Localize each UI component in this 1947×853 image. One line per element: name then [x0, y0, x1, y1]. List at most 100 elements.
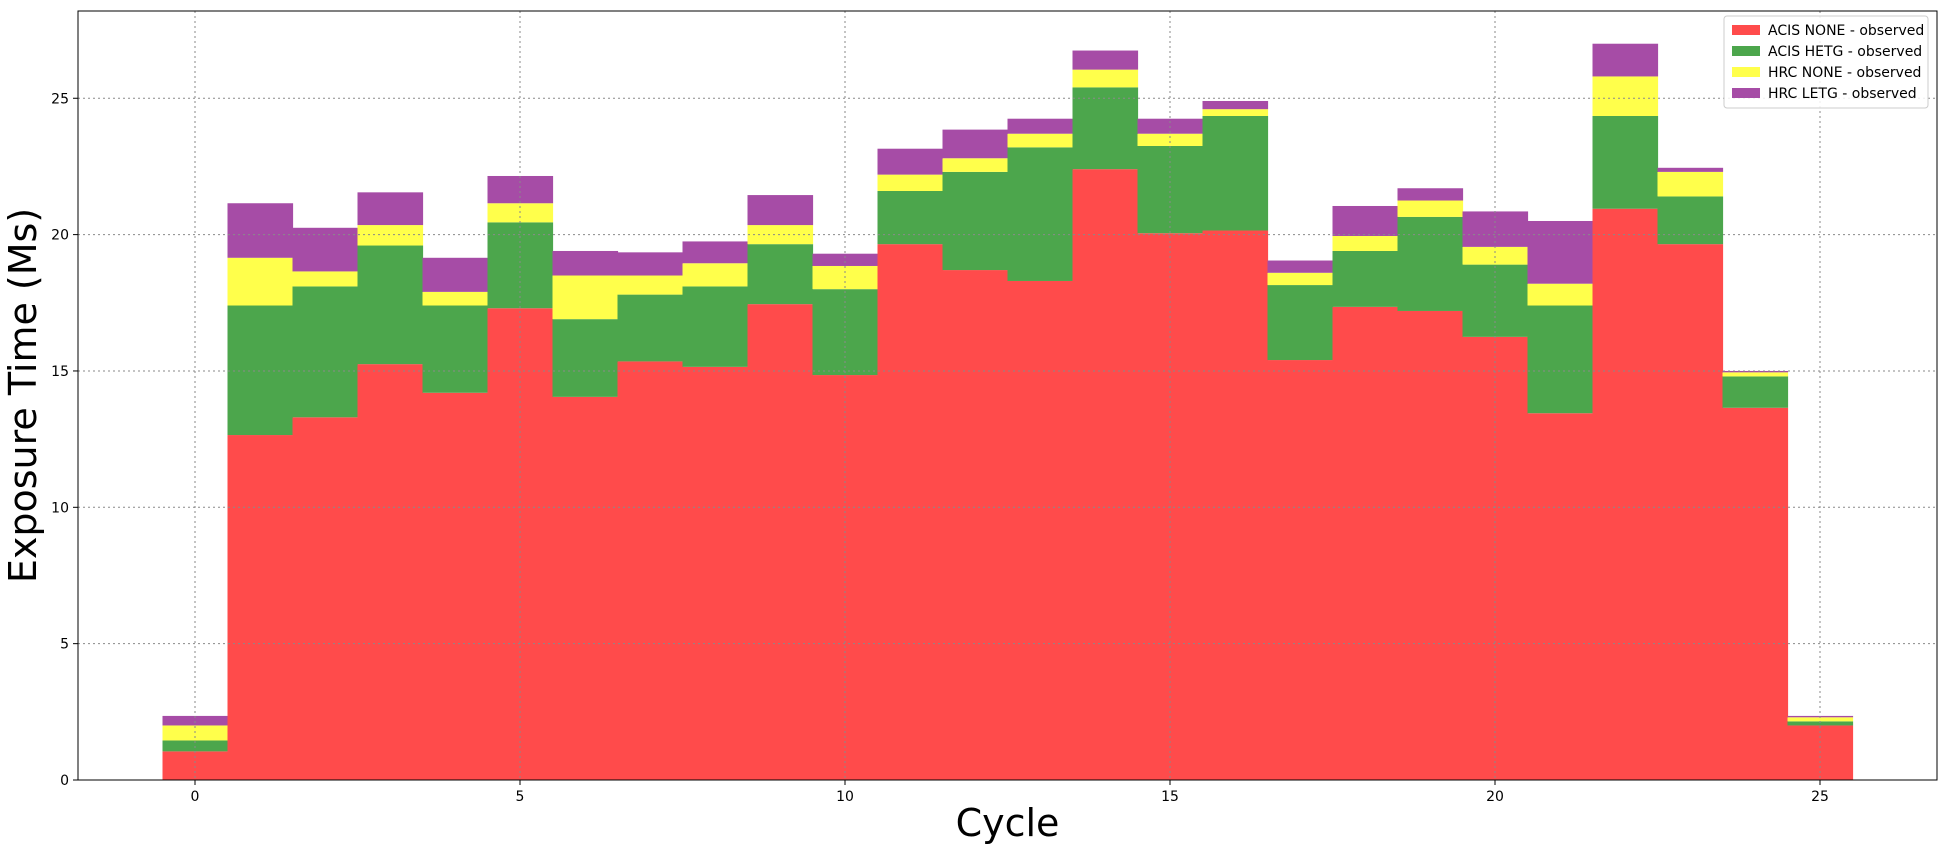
plot-frame	[77, 10, 1938, 781]
bar-segment-s3-c21	[1527, 220, 1594, 284]
x-tick-label: 10	[836, 789, 854, 805]
legend-swatch	[1732, 25, 1760, 35]
bar-segment-s1-c8	[682, 286, 749, 367]
bar-segment-s1-c17	[1267, 285, 1334, 361]
bar-segment-s0-c6	[552, 396, 619, 780]
bar-segment-s0-c2	[292, 417, 359, 780]
bar-segment-s3-c23	[1657, 167, 1724, 172]
bar-segment-s0-c12	[942, 270, 1009, 780]
bar-segment-s1-c21	[1527, 305, 1594, 414]
y-tick-label: 0	[60, 773, 69, 789]
bar-segment-s1-c9	[747, 244, 814, 305]
bar-segment-s2-c7	[617, 275, 684, 295]
x-tick-label: 0	[191, 789, 200, 805]
bar-segment-s0-c8	[682, 366, 749, 780]
bar-segment-s3-c0	[162, 715, 229, 726]
y-tick-label: 10	[51, 500, 69, 516]
bar-segment-s0-c9	[747, 304, 814, 780]
bar-segment-s1-c7	[617, 294, 684, 362]
x-tick-label: 15	[1161, 789, 1179, 805]
bar-segment-s0-c5	[487, 308, 554, 780]
bar-segment-s1-c3	[357, 245, 424, 365]
x-tick-label: 5	[516, 789, 525, 805]
y-tick-label: 5	[60, 637, 69, 653]
bar-segment-s3-c7	[617, 252, 684, 276]
bar-segment-s0-c22	[1592, 208, 1659, 780]
bar-segment-s0-c18	[1332, 306, 1399, 780]
bar-segment-s1-c16	[1202, 115, 1269, 231]
y-axis-title: Exposure Time (Ms)	[1, 208, 45, 583]
legend-label: ACIS HETG - observed	[1768, 44, 1922, 60]
bar-segment-s2-c17	[1267, 272, 1334, 286]
bar-segment-s3-c18	[1332, 205, 1399, 236]
bar-segment-s2-c22	[1592, 76, 1659, 116]
bar-segment-s2-c18	[1332, 235, 1399, 251]
bar-segment-s3-c1	[227, 203, 294, 258]
bar-segment-s2-c2	[292, 271, 359, 287]
bar-segment-s2-c3	[357, 225, 424, 246]
bar-segment-s2-c14	[1072, 69, 1139, 88]
bar-segment-s0-c4	[422, 392, 489, 780]
bar-segment-s1-c0	[162, 740, 229, 752]
bar-segment-s0-c13	[1007, 280, 1074, 780]
bar-segment-s2-c8	[682, 263, 749, 287]
bar-segment-s3-c17	[1267, 260, 1334, 273]
bar-segment-s1-c22	[1592, 115, 1659, 209]
bar-segment-s0-c14	[1072, 169, 1139, 780]
legend-box	[1723, 15, 1929, 109]
bar-segment-s3-c4	[422, 257, 489, 292]
bar-segment-s3-c5	[487, 175, 554, 204]
bar-segment-s2-c19	[1397, 200, 1464, 217]
bar-segment-s1-c5	[487, 222, 554, 309]
bar-segment-s1-c11	[877, 190, 944, 245]
bar-segment-s2-c24	[1722, 372, 1789, 377]
legend-swatch	[1732, 46, 1760, 56]
bar-segment-s3-c8	[682, 241, 749, 264]
bar-segment-s3-c14	[1072, 50, 1139, 70]
bar-segment-s1-c24	[1722, 376, 1789, 408]
bar-segment-s2-c20	[1462, 246, 1529, 265]
bar-segment-s1-c18	[1332, 250, 1399, 307]
bar-segment-s3-c22	[1592, 43, 1659, 77]
bar-segment-s2-c12	[942, 158, 1009, 172]
legend-label: HRC LETG - observed	[1768, 86, 1917, 102]
legend: ACIS NONE - observed ACIS HETG - observed…	[1723, 15, 1929, 109]
bar-segment-s0-c21	[1527, 413, 1594, 780]
grid-layer	[78, 11, 1937, 781]
bar-segment-s0-c16	[1202, 230, 1269, 780]
bar-segment-s3-c13	[1007, 118, 1074, 134]
legend-swatch	[1732, 88, 1760, 98]
bar-segment-s2-c15	[1137, 133, 1204, 146]
bar-segment-s0-c3	[357, 364, 424, 780]
bar-segment-s0-c20	[1462, 336, 1529, 780]
bar-segment-s1-c23	[1657, 196, 1724, 245]
y-tick-label: 15	[51, 364, 69, 380]
bar-segment-s2-c21	[1527, 283, 1594, 306]
y-tick-label: 20	[51, 228, 69, 244]
bar-segment-s1-c25	[1787, 721, 1854, 726]
x-tick-label: 25	[1811, 789, 1829, 805]
bar-segment-s2-c9	[747, 225, 814, 245]
bar-segment-s0-c11	[877, 244, 944, 780]
y-tick-label: 25	[51, 91, 69, 107]
bar-segment-s3-c24	[1722, 370, 1789, 373]
bar-segment-s2-c23	[1657, 171, 1724, 197]
bar-segment-s3-c10	[812, 253, 879, 266]
bar-segment-s3-c6	[552, 250, 619, 276]
bar-segment-s3-c16	[1202, 100, 1269, 110]
bar-segment-s1-c2	[292, 286, 359, 418]
bar-segment-s0-c19	[1397, 310, 1464, 780]
bar-segment-s0-c24	[1722, 407, 1789, 780]
bar-segment-s1-c1	[227, 305, 294, 436]
bar-segment-s0-c7	[617, 361, 684, 780]
bar-segment-s1-c14	[1072, 87, 1139, 170]
bar-segment-s0-c17	[1267, 360, 1334, 780]
bar-segment-s1-c19	[1397, 216, 1464, 311]
bar-segment-s2-c13	[1007, 133, 1074, 148]
legend-label: HRC NONE - observed	[1768, 65, 1921, 81]
bar-segment-s2-c16	[1202, 109, 1269, 116]
bar-segment-s1-c13	[1007, 147, 1074, 281]
bar-segment-s2-c25	[1787, 717, 1854, 722]
legend-swatch	[1732, 67, 1760, 77]
